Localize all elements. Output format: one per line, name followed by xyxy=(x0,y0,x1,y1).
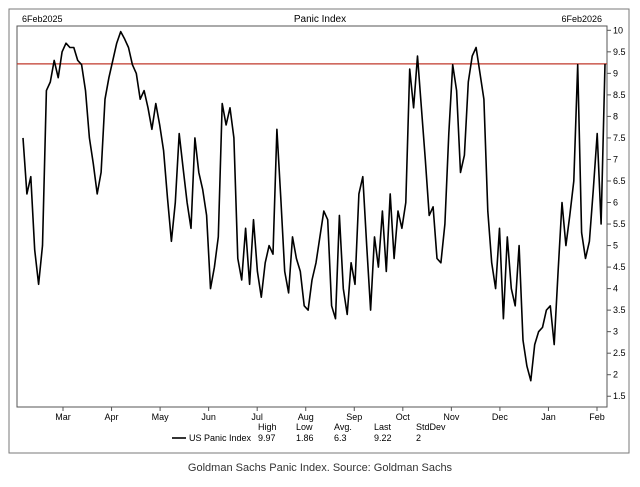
y-tick-label: 5.5 xyxy=(613,219,626,229)
y-tick-label: 2.5 xyxy=(613,348,626,358)
y-tick-label: 8.5 xyxy=(613,90,626,100)
y-tick-label: 1.5 xyxy=(613,391,626,401)
y-tick-label: 7 xyxy=(613,154,618,164)
stat-value: 2 xyxy=(416,433,421,443)
y-tick-label: 4.5 xyxy=(613,262,626,272)
x-tick-label: Jun xyxy=(201,412,216,422)
y-tick-label: 5 xyxy=(613,241,618,251)
x-tick-label: Sep xyxy=(346,412,362,422)
y-tick-label: 8 xyxy=(613,111,618,121)
y-tick-label: 3.5 xyxy=(613,305,626,315)
chart-title: Panic Index xyxy=(294,14,346,25)
y-tick-label: 3 xyxy=(613,327,618,337)
stat-value: 6.3 xyxy=(334,433,347,443)
x-tick-label: May xyxy=(152,412,170,422)
y-tick-label: 10 xyxy=(613,25,623,35)
plot-area-frame xyxy=(16,25,608,408)
x-tick-label: Feb xyxy=(589,412,605,422)
figure-caption: Goldman Sachs Panic Index. Source: Goldm… xyxy=(187,462,453,474)
x-tick-label: Mar xyxy=(55,412,71,422)
stat-header: High xyxy=(258,422,277,432)
stat-header: StdDev xyxy=(416,422,446,432)
legend-series-name: US Panic Index xyxy=(189,433,252,443)
legend: High Low Avg. Last StdDev US Panic Index 9.97 1… xyxy=(172,422,446,443)
range-end-label: 6Feb2026 xyxy=(561,14,602,24)
x-tick-label: Nov xyxy=(443,412,460,422)
y-tick-label: 4 xyxy=(613,284,618,294)
y-tick-label: 6 xyxy=(613,198,618,208)
x-tick-label: Oct xyxy=(396,412,411,422)
y-axis: 1.5 2 2.5 3 3.5 4 4.5 5 5.5 6 6.5 7 7.5 8 8.5 9 9.5 10 xyxy=(607,25,626,401)
plot-marks xyxy=(17,30,607,382)
chart-outer-frame xyxy=(8,8,630,454)
stat-header: Last xyxy=(374,422,392,432)
x-axis: Mar Apr May Jun Jul Aug Sep Oct Nov Dec Jan Feb xyxy=(55,407,605,422)
stat-value: 9.97 xyxy=(258,433,276,443)
x-tick-label: Dec xyxy=(492,412,509,422)
x-tick-label: Jul xyxy=(251,412,263,422)
x-tick-label: Jan xyxy=(541,412,556,422)
x-tick-label: Apr xyxy=(105,412,119,422)
x-tick-label: Aug xyxy=(298,412,314,422)
stat-value: 1.86 xyxy=(296,433,314,443)
stat-value: 9.22 xyxy=(374,433,392,443)
y-tick-label: 7.5 xyxy=(613,133,626,143)
stat-header: Avg. xyxy=(334,422,352,432)
series-line-us-panic-index xyxy=(22,30,606,382)
stat-header: Low xyxy=(296,422,313,432)
y-tick-label: 9 xyxy=(613,68,618,78)
y-tick-label: 2 xyxy=(613,370,618,380)
y-tick-label: 9.5 xyxy=(613,47,626,57)
y-tick-label: 6.5 xyxy=(613,176,626,186)
range-start-label: 6Feb2025 xyxy=(22,14,63,24)
